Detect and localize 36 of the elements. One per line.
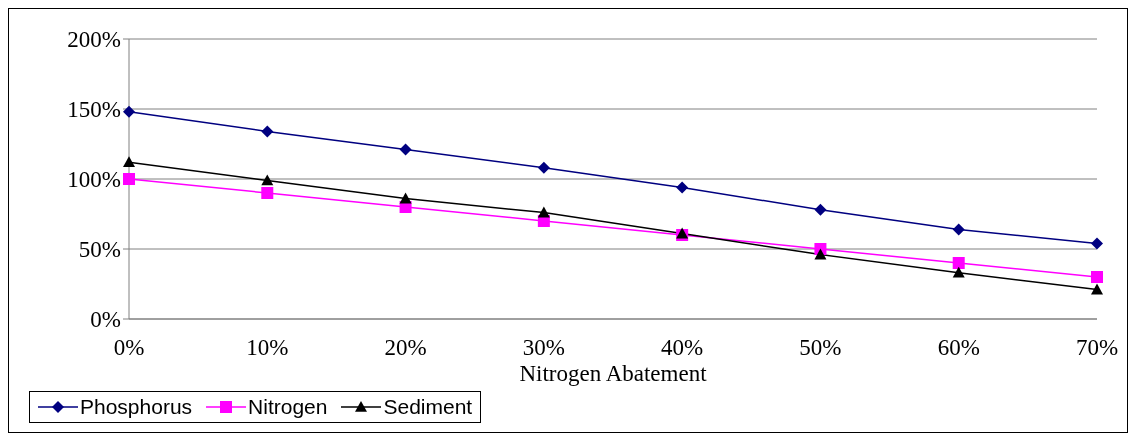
- point: [123, 173, 135, 185]
- x-tick-label: 40%: [661, 335, 704, 361]
- point: [952, 223, 965, 236]
- legend-label: Nitrogen: [248, 395, 328, 419]
- x-tick-label: 30%: [522, 335, 565, 361]
- point: [537, 161, 550, 174]
- point: [1091, 283, 1103, 295]
- y-tick-label: 0%: [90, 307, 121, 333]
- point: [814, 248, 827, 260]
- point: [261, 125, 274, 138]
- y-tick-label: 50%: [78, 237, 121, 263]
- point: [399, 143, 412, 156]
- y-tick-label: 100%: [67, 167, 121, 193]
- point: [814, 203, 827, 216]
- point: [123, 156, 135, 167]
- point: [261, 187, 274, 199]
- point: [952, 257, 965, 269]
- point: [537, 206, 550, 218]
- point: [952, 266, 965, 278]
- point: [1091, 237, 1103, 250]
- point: [676, 181, 689, 194]
- x-tick-label: 20%: [384, 335, 427, 361]
- x-axis-title: Nitrogen Abatement: [519, 361, 708, 386]
- y-tick-label: 200%: [67, 27, 121, 53]
- x-tick-label: 10%: [246, 335, 289, 361]
- point: [399, 192, 412, 204]
- x-tick-label: 50%: [799, 335, 842, 361]
- x-tick-label: 60%: [937, 335, 980, 361]
- y-tick-label: 150%: [67, 97, 121, 123]
- x-tick-label: 0%: [113, 335, 145, 361]
- point: [1091, 271, 1103, 283]
- legend-label: Sediment: [383, 395, 473, 419]
- point: [123, 105, 135, 118]
- x-tick-label: 70%: [1075, 335, 1119, 361]
- point: [261, 174, 274, 186]
- legend-label: Phosphorus: [80, 395, 193, 419]
